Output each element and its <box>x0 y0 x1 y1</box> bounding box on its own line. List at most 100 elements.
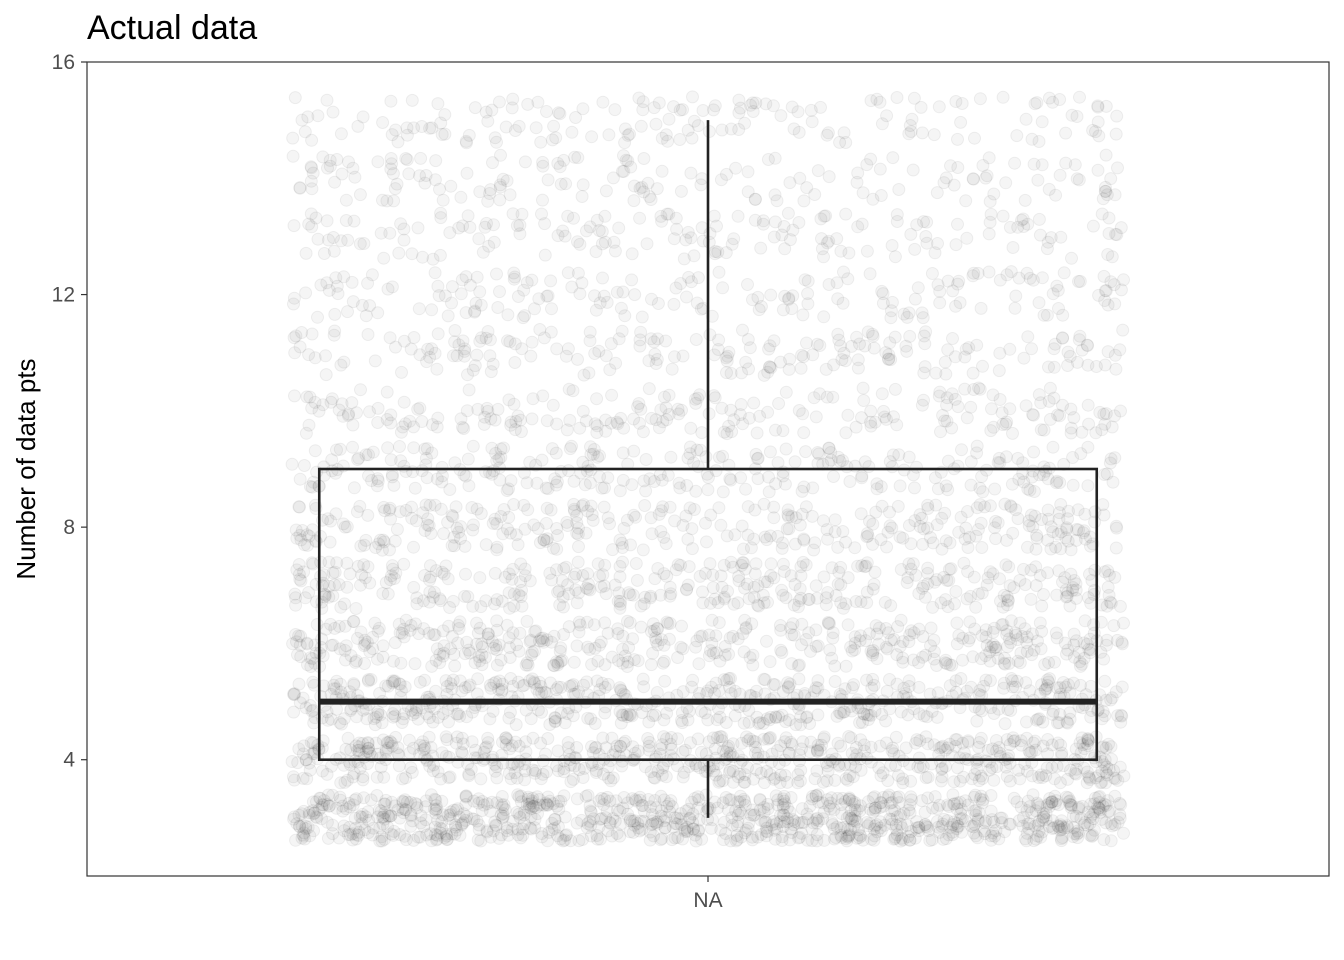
jitter-point <box>377 251 391 265</box>
jitter-point <box>810 337 824 351</box>
jitter-point <box>1088 805 1102 819</box>
jitter-point <box>1035 115 1049 129</box>
jitter-point <box>797 426 811 440</box>
jitter-point <box>456 816 470 830</box>
jitter-point <box>561 578 575 592</box>
y-tick-label: 16 <box>52 51 75 74</box>
jitter-point <box>827 470 840 483</box>
jitter-point <box>346 798 360 812</box>
jitter-point <box>835 830 849 844</box>
jitter-point <box>673 133 687 146</box>
jitter-point <box>1064 426 1078 440</box>
jitter-point <box>776 469 790 483</box>
jitter-point <box>957 556 971 570</box>
jitter-point <box>302 808 316 822</box>
jitter-point <box>301 821 315 834</box>
jitter-point <box>347 214 361 228</box>
jitter-point <box>983 654 997 668</box>
jitter-point <box>646 814 660 828</box>
jitter-point <box>1081 440 1095 454</box>
jitter-point <box>851 353 865 367</box>
jitter-point <box>647 101 661 115</box>
jitter-point <box>423 498 437 512</box>
jitter-point <box>575 190 589 203</box>
jitter-point <box>1035 271 1049 285</box>
jitter-point <box>1044 795 1058 809</box>
jitter-point <box>1099 798 1113 812</box>
jitter-point <box>951 217 964 231</box>
jitter-point <box>531 522 545 535</box>
jitter-point <box>1035 599 1049 613</box>
jitter-point <box>989 824 1003 838</box>
jitter-point <box>518 773 532 787</box>
jitter-point <box>486 156 499 170</box>
jitter-point <box>320 93 334 107</box>
jitter-point <box>338 597 351 611</box>
jitter-point <box>903 833 917 847</box>
jitter-point <box>1099 638 1113 652</box>
jitter-point <box>564 834 578 848</box>
jitter-point <box>520 476 534 490</box>
jitter-point <box>742 411 756 425</box>
jitter-point <box>547 541 560 555</box>
jitter-point <box>589 303 603 317</box>
jitter-point <box>1021 794 1035 808</box>
jitter-point <box>453 810 467 824</box>
jitter-point <box>751 579 765 593</box>
jitter-point <box>1070 110 1084 123</box>
jitter-point <box>350 505 364 519</box>
jitter-point <box>842 791 856 805</box>
jitter-point <box>514 425 528 439</box>
jitter-point <box>521 792 535 806</box>
jitter-point <box>495 798 509 812</box>
jitter-point <box>326 788 340 802</box>
jitter-point <box>361 826 375 840</box>
jitter-point <box>428 266 442 280</box>
jitter-point <box>603 363 617 377</box>
jitter-point <box>1064 402 1078 416</box>
jitter-point <box>1108 789 1122 803</box>
jitter-point <box>486 357 500 371</box>
jitter-point <box>417 819 431 833</box>
jitter-point <box>841 773 855 787</box>
jitter-point <box>639 484 653 498</box>
jitter-point <box>949 739 962 753</box>
jitter-point <box>528 302 541 316</box>
jitter-point <box>906 557 920 571</box>
jitter-point <box>448 818 462 832</box>
jitter-point <box>322 555 336 569</box>
jitter-point <box>779 731 793 745</box>
jitter-point <box>494 653 508 667</box>
jitter-point <box>952 628 966 642</box>
jitter-point <box>806 481 820 495</box>
jitter-point <box>514 557 528 571</box>
jitter-point <box>696 104 710 117</box>
jitter-point <box>420 355 434 369</box>
jitter-point <box>863 267 877 281</box>
jitter-point <box>868 704 882 718</box>
jitter-point <box>546 133 559 147</box>
jitter-point <box>684 231 698 245</box>
jitter-point <box>1030 96 1044 110</box>
jitter-point <box>681 578 695 592</box>
jitter-point <box>960 592 974 606</box>
jitter-point <box>890 791 903 804</box>
jitter-point <box>405 511 419 525</box>
jitter-point <box>299 426 313 440</box>
jitter-point <box>975 629 989 643</box>
jitter-point <box>427 702 441 716</box>
jitter-point <box>352 451 366 465</box>
jitter-point <box>795 802 809 816</box>
jitter-point <box>779 715 793 729</box>
jitter-point <box>761 802 775 816</box>
jitter-point <box>1043 412 1057 426</box>
jitter-point <box>379 679 393 693</box>
jitter-point <box>547 119 561 133</box>
jitter-point <box>340 580 354 594</box>
x-tick-label: NA <box>693 889 722 912</box>
jitter-point <box>691 790 705 804</box>
jitter-point <box>326 105 340 119</box>
jitter-point <box>955 825 969 839</box>
jitter-point <box>602 128 616 142</box>
